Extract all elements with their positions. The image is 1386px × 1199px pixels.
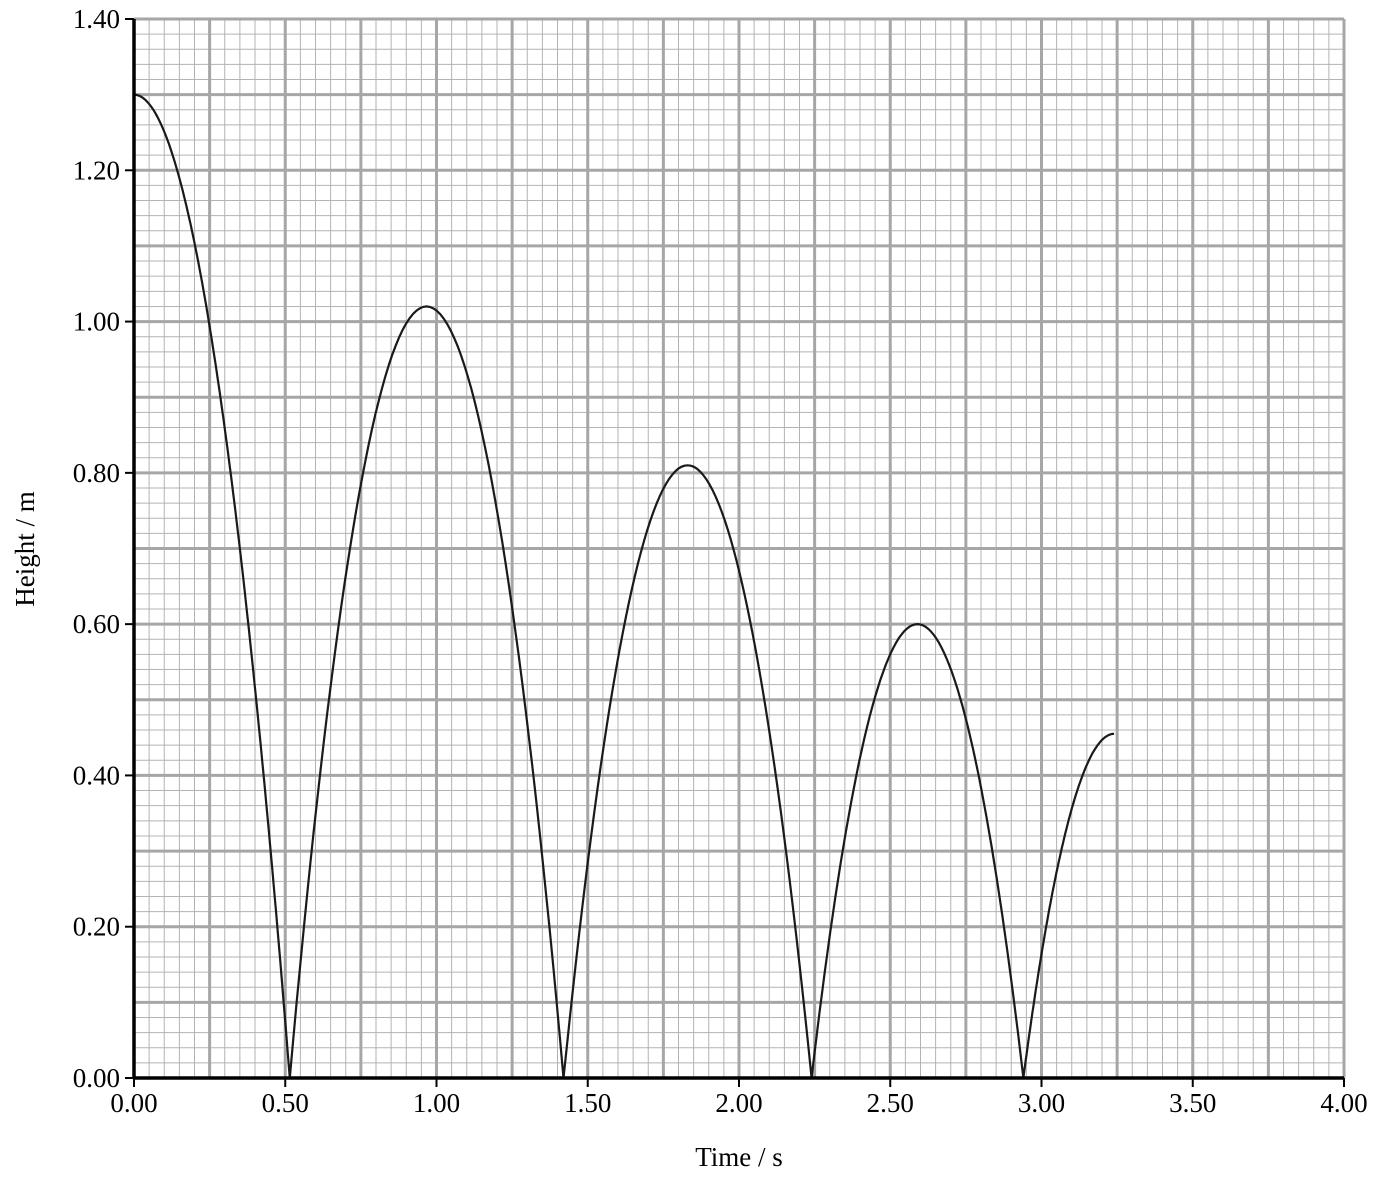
x-tick-label: 2.50 (867, 1088, 914, 1118)
y-tick-label: 0.40 (73, 760, 120, 790)
x-tick-label: 0.00 (110, 1088, 157, 1118)
y-tick-label: 0.00 (73, 1063, 120, 1093)
y-tick-label: 0.80 (73, 458, 120, 488)
x-tick-label: 0.50 (262, 1088, 309, 1118)
y-tick-label: 0.20 (73, 912, 120, 942)
height-series-line (133, 93, 1115, 1079)
x-tick-label: 1.50 (564, 1088, 611, 1118)
y-axis-title: Height / m (10, 491, 40, 607)
y-tick-label: 1.20 (73, 155, 120, 185)
x-tick-label: 3.50 (1169, 1088, 1216, 1118)
height-curve (133, 93, 1115, 1079)
y-tick-label: 0.60 (73, 609, 120, 639)
y-tick-label: 1.40 (73, 4, 120, 34)
y-tick-label: 1.00 (73, 307, 120, 337)
x-tick-label: 4.00 (1320, 1088, 1367, 1118)
axes (125, 18, 1345, 1087)
y-tick-labels: 0.00 0.20 0.40 0.60 0.80 1.00 1.20 1.40 (73, 4, 120, 1093)
x-axis-title: Time / s (695, 1142, 783, 1172)
x-tick-label: 1.00 (413, 1088, 460, 1118)
x-tick-labels: 0.00 0.50 1.00 1.50 2.00 2.50 3.00 3.50 4.00 (110, 1088, 1367, 1118)
x-tick-label: 3.00 (1018, 1088, 1065, 1118)
x-tick-label: 2.00 (715, 1088, 762, 1118)
